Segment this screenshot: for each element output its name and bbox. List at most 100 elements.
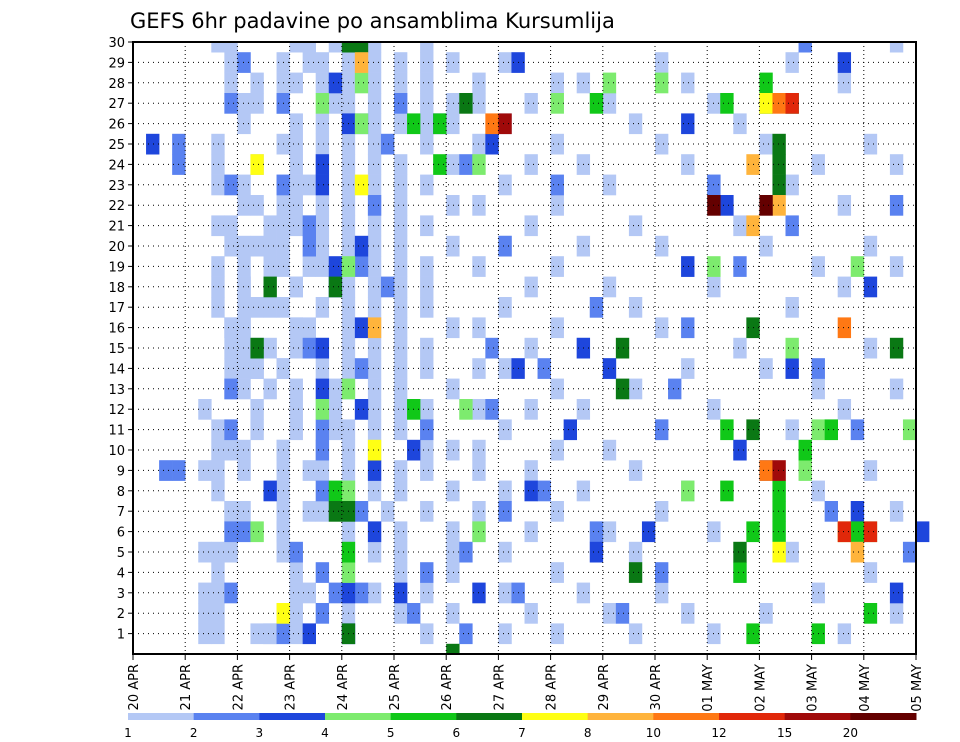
heatmap-cell (211, 439, 225, 461)
heatmap-cell (889, 154, 904, 175)
y-tick-label: 29 (108, 56, 125, 71)
heatmap-cell (263, 256, 277, 277)
heatmap-cell (394, 378, 408, 400)
heatmap-cell (302, 623, 316, 645)
heatmap-cell (394, 93, 408, 114)
heatmap-cell (602, 358, 617, 379)
x-tick-label: 21 APR (179, 664, 194, 710)
legend-swatch (587, 713, 654, 720)
heatmap-cell (367, 439, 382, 461)
heatmap-cell (224, 52, 238, 73)
heatmap-cell (655, 582, 669, 604)
heatmap-cell (198, 541, 212, 563)
heatmap-cell (289, 337, 303, 359)
y-tick-label: 2 (117, 607, 125, 622)
legend-label: 12 (711, 726, 726, 740)
heatmap-cell (367, 399, 382, 420)
heatmap-cell (289, 174, 303, 196)
heatmap-cell (224, 501, 238, 522)
heatmap-cell (837, 52, 852, 73)
heatmap-cell (850, 521, 865, 543)
heatmap-cell (589, 521, 604, 543)
heatmap-cell (563, 419, 577, 441)
heatmap-cell (498, 235, 512, 257)
y-tick-label: 28 (108, 77, 125, 92)
heatmap-cell (798, 439, 812, 461)
legend-swatch (456, 713, 523, 720)
heatmap-cell (394, 582, 408, 604)
heatmap-cell (315, 378, 330, 400)
heatmap-cell (315, 337, 330, 359)
heatmap-cell (785, 358, 799, 379)
x-tick-label: 22 APR (231, 664, 246, 710)
heatmap-cell (211, 480, 225, 502)
legend-swatch (325, 713, 392, 720)
heatmap-cell (263, 276, 277, 298)
heatmap-cell (589, 297, 604, 318)
x-tick-label: 28 APR (545, 664, 560, 710)
heatmap-cell (237, 460, 251, 481)
heatmap-cell (837, 72, 852, 94)
heatmap-cell (655, 419, 669, 441)
heatmap-cell (367, 480, 382, 502)
y-tick-label: 3 (117, 587, 125, 602)
y-tick-label: 12 (108, 403, 125, 418)
y-tick-label: 17 (108, 301, 125, 316)
x-tick-label: 26 APR (440, 664, 455, 710)
heatmap-cell (524, 603, 538, 624)
y-tick-label: 18 (108, 281, 125, 296)
heatmap-cell (237, 174, 251, 196)
heatmap-cell (420, 52, 434, 73)
heatmap-cell (328, 93, 343, 114)
heatmap-cell (315, 52, 330, 73)
heatmap-cell (237, 256, 251, 277)
heatmap-cell (733, 337, 747, 359)
heatmap-cell (302, 317, 316, 339)
legend-label: 6 (453, 726, 461, 740)
legend-label: 10 (646, 726, 661, 740)
heatmap-cell (759, 93, 773, 114)
heatmap-cell (315, 358, 330, 379)
heatmap-cell (433, 113, 447, 135)
heatmap-cell (628, 113, 643, 135)
heatmap-cell (550, 439, 564, 461)
heatmap-cell (237, 113, 251, 135)
heatmap-cell (237, 93, 251, 114)
heatmap-cell (237, 235, 251, 257)
heatmap-cell (394, 562, 408, 583)
heatmap-cell (863, 603, 878, 624)
heatmap-cell (328, 419, 343, 441)
heatmap-cell (446, 195, 460, 216)
heatmap-cell (328, 256, 343, 277)
heatmap-cell (602, 93, 617, 114)
heatmap-cell (250, 358, 264, 379)
heatmap-cell (837, 399, 852, 420)
heatmap-cell (328, 42, 343, 53)
heatmap-cell (524, 215, 538, 237)
legend-label: 5 (387, 726, 395, 740)
heatmap-cell (668, 378, 682, 400)
heatmap-cell (211, 623, 225, 645)
heatmap-cell (146, 133, 160, 155)
heatmap-cell (263, 215, 277, 237)
heatmap-cell (863, 337, 878, 359)
heatmap-cell (498, 358, 512, 379)
heatmap-cell (394, 603, 408, 624)
x-tick-label: 23 APR (284, 664, 299, 710)
heatmap-cell (367, 358, 382, 379)
heatmap-cell (889, 256, 904, 277)
heatmap-cell (367, 276, 382, 298)
heatmap-cell (367, 235, 382, 257)
heatmap-cell (315, 154, 330, 175)
heatmap-cell (289, 378, 303, 400)
heatmap-cell (889, 501, 904, 522)
heatmap-cell (446, 541, 460, 563)
heatmap-cell (328, 582, 343, 604)
heatmap-cell (211, 297, 225, 318)
heatmap-cell (250, 337, 264, 359)
heatmap-cell (367, 521, 382, 543)
heatmap-cell (863, 133, 878, 155)
heatmap-cell (524, 93, 538, 114)
heatmap-cell (367, 337, 382, 359)
